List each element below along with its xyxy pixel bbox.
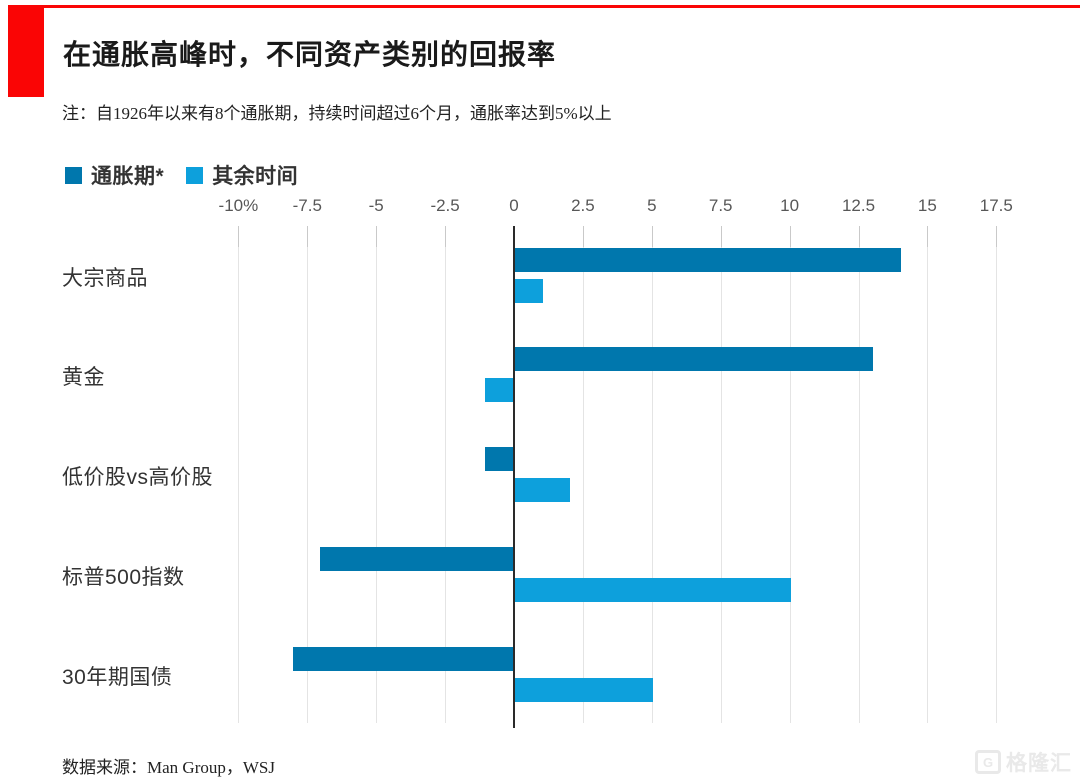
red-accent-block	[8, 5, 44, 97]
gelonghui-logo-icon: G	[975, 750, 1001, 774]
x-tick-label: 10	[780, 196, 800, 215]
x-tick-label: -10%	[218, 196, 259, 215]
bar-other-3	[515, 578, 791, 602]
bar-other-2	[515, 478, 571, 502]
x-tick-mark	[720, 226, 722, 247]
chart-note: 注：自1926年以来有8个通胀期，持续时间超过6个月，通胀率达到5%以上	[62, 104, 612, 123]
x-tick-label: -7.5	[292, 196, 322, 215]
bar-inflation-0	[515, 248, 901, 272]
watermark: G 格隆汇	[975, 747, 1072, 777]
data-source: 数据来源：Man Group，WSJ	[62, 758, 275, 777]
category-label: 标普500指数	[62, 566, 185, 589]
x-tick-label: 5	[647, 196, 657, 215]
bar-other-4	[515, 678, 653, 702]
category-label: 低价股vs高价股	[62, 466, 213, 489]
category-label: 黄金	[62, 366, 105, 389]
page-title: 在通胀高峰时，不同资产类别的回报率	[63, 39, 557, 70]
bar-inflation-2	[485, 447, 513, 471]
gridline	[582, 247, 584, 723]
x-tick-mark	[927, 226, 929, 247]
legend-item-inflation-period: 通胀期*	[65, 160, 164, 190]
x-tick-label: 0	[509, 196, 519, 215]
bar-inflation-1	[515, 347, 874, 371]
gridline	[307, 247, 309, 723]
x-tick-label: 17.5	[979, 196, 1013, 215]
x-tick-label: -2.5	[430, 196, 460, 215]
bar-other-0	[515, 279, 543, 303]
bar-inflation-4	[292, 647, 513, 671]
x-tick-label: 7.5	[708, 196, 733, 215]
x-tick-mark	[307, 226, 309, 247]
x-tick-label: 15	[917, 196, 937, 215]
x-tick-mark	[789, 226, 791, 247]
gridline	[789, 247, 791, 723]
legend-swatch-light-blue	[186, 166, 204, 184]
x-tick-label: 12.5	[841, 196, 876, 215]
legend: 通胀期* 其余时间	[65, 160, 298, 190]
x-tick-mark	[238, 226, 240, 247]
gridline	[996, 247, 998, 723]
gridline	[238, 247, 240, 723]
x-tick-mark	[996, 226, 998, 247]
gridline	[858, 247, 860, 723]
zero-axis-line	[513, 226, 515, 728]
category-label: 大宗商品	[62, 267, 148, 290]
category-label: 30年期国债	[62, 666, 173, 689]
x-tick-mark	[376, 226, 378, 247]
gridline	[376, 247, 378, 723]
x-tick-mark	[651, 226, 653, 247]
legend-label: 其余时间	[212, 165, 299, 188]
x-tick-label: 2.5	[571, 196, 595, 215]
watermark-label: 格隆汇	[1006, 752, 1072, 775]
x-tick-mark	[582, 226, 584, 247]
gridline	[720, 247, 722, 723]
x-tick-label: -5	[368, 196, 384, 215]
legend-swatch-dark-blue	[65, 166, 82, 184]
x-tick-mark	[858, 226, 860, 247]
gridline	[445, 247, 447, 723]
top-red-rule	[8, 5, 1080, 8]
bar-inflation-3	[320, 547, 513, 571]
x-tick-mark	[445, 226, 447, 247]
bar-other-1	[485, 378, 513, 402]
gridline	[651, 247, 653, 723]
legend-item-other-times: 其余时间	[186, 160, 298, 190]
legend-label: 通胀期*	[91, 165, 165, 188]
gridline	[927, 247, 929, 723]
